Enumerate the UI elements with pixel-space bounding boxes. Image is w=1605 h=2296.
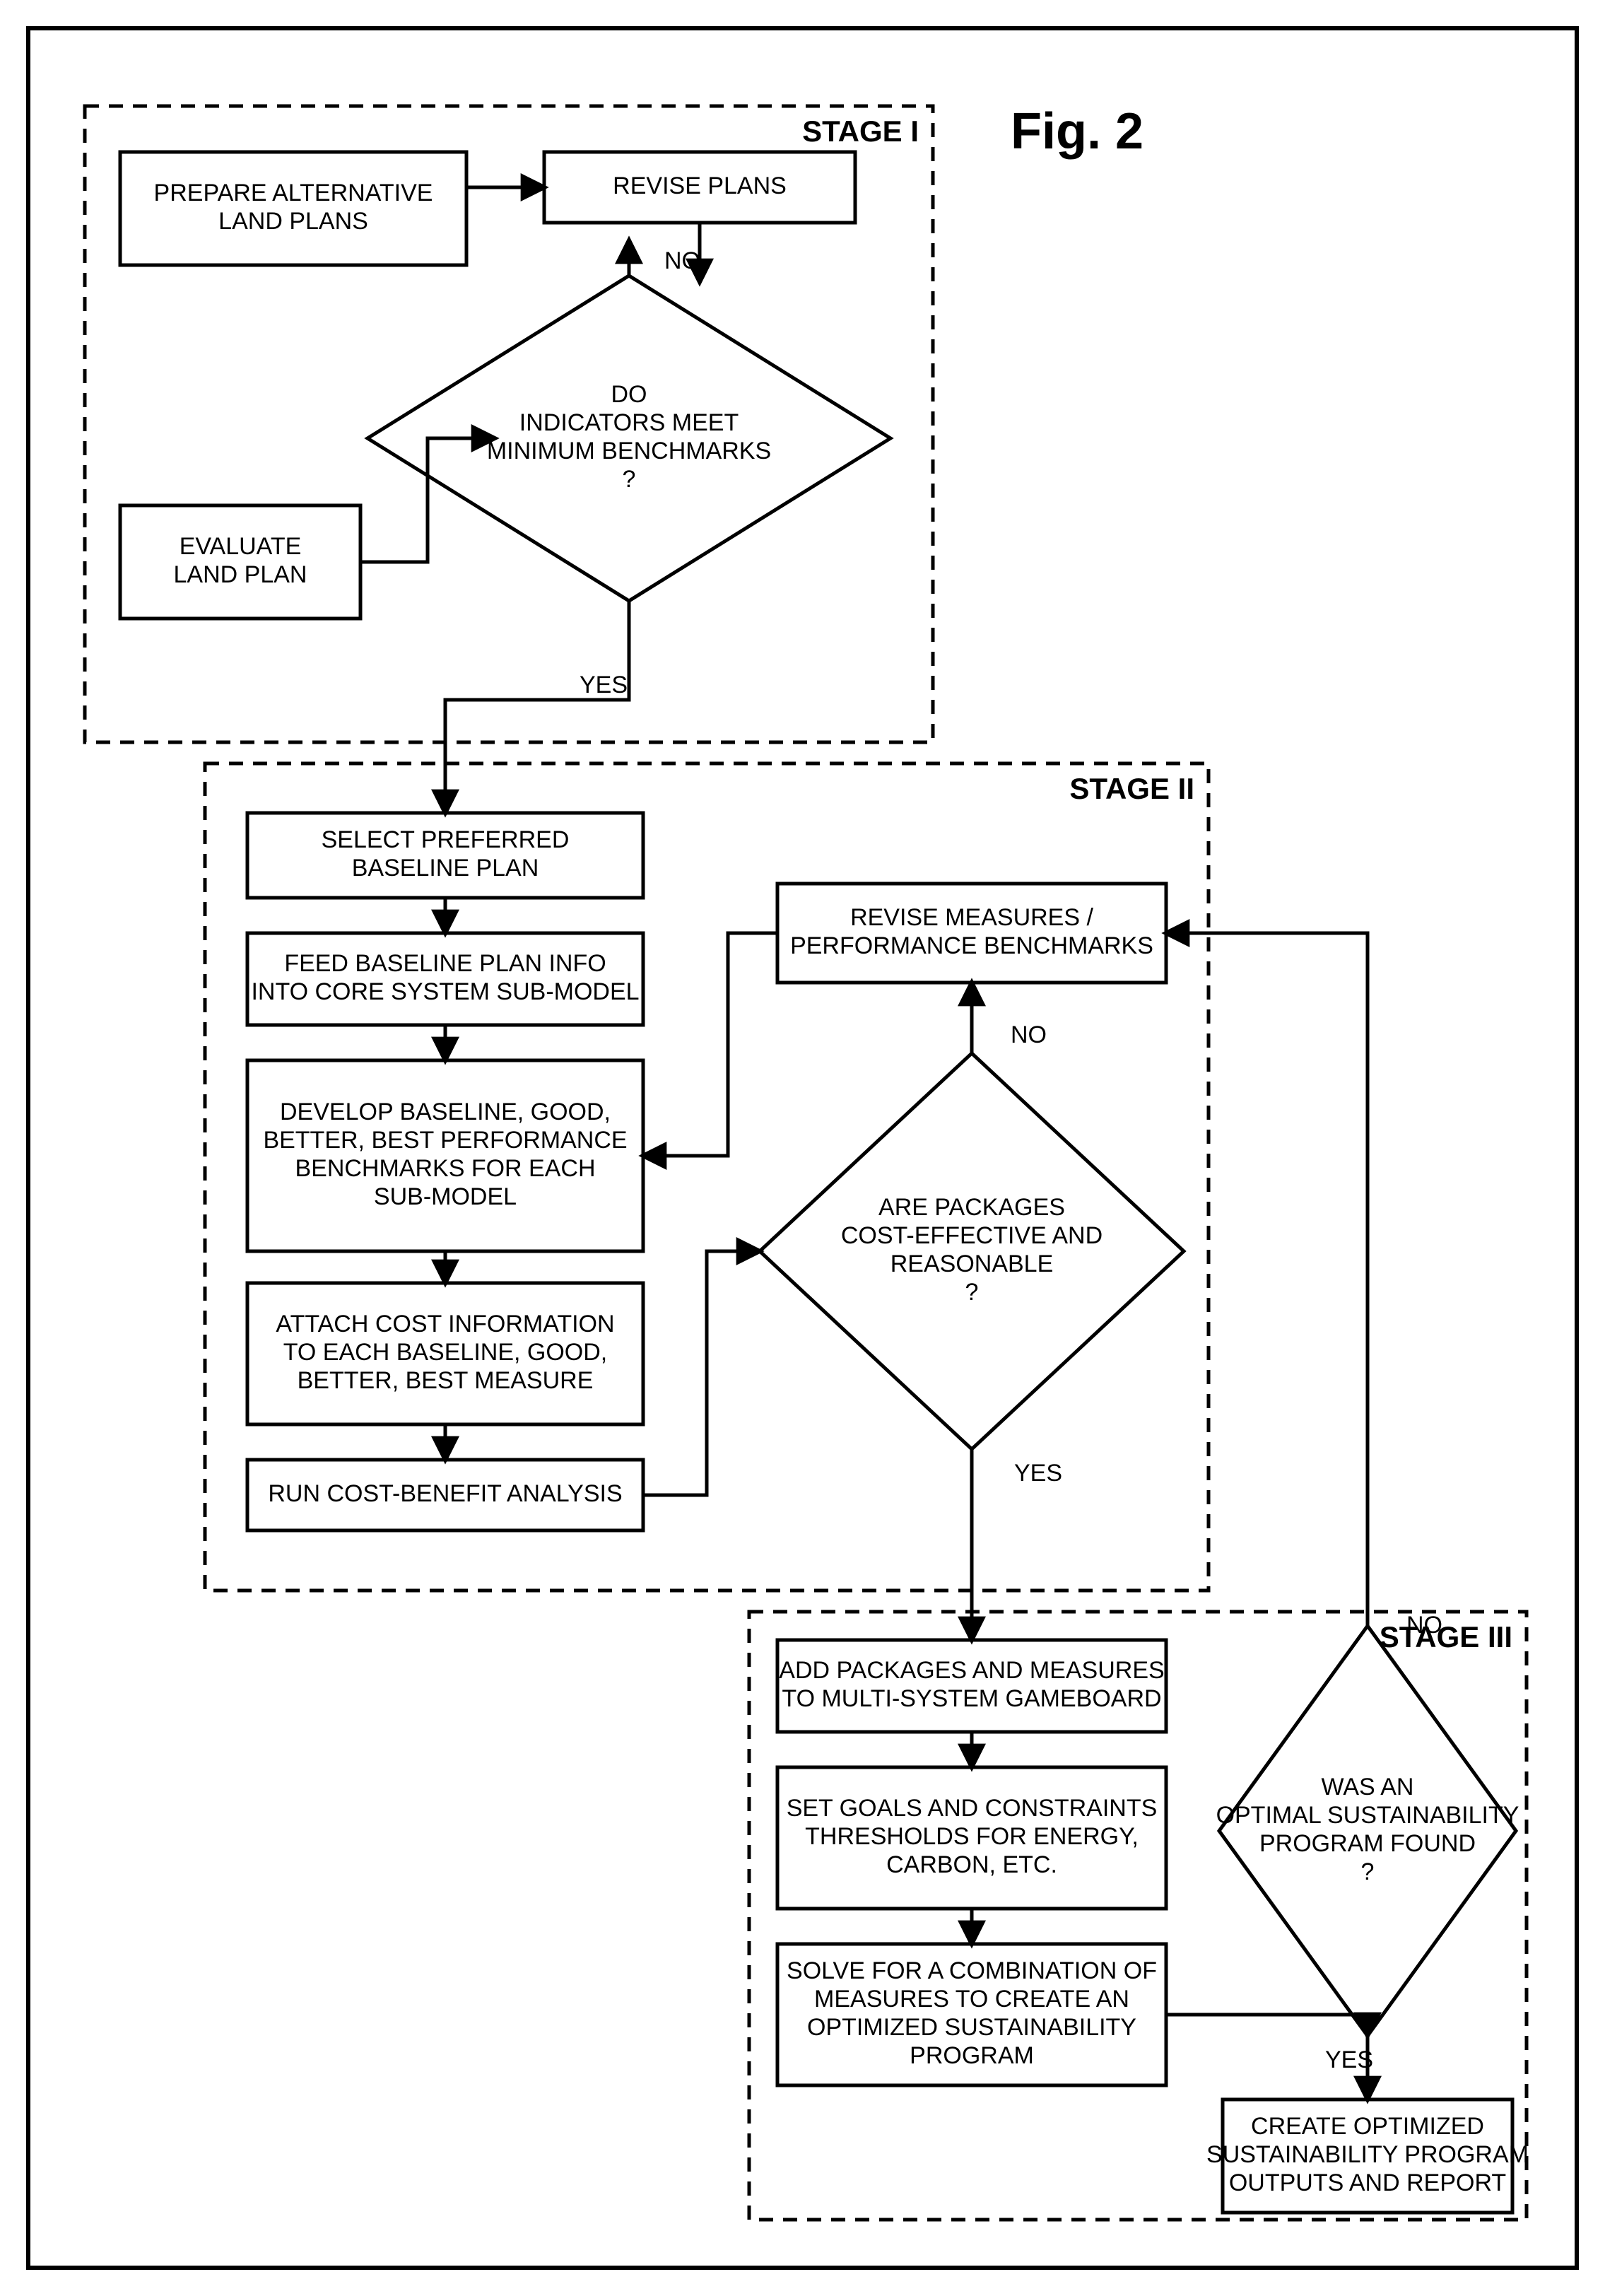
- figure-title: Fig. 2: [1011, 103, 1144, 160]
- edge-label-16: YES: [1325, 2046, 1373, 2073]
- edge-d_optimal-to-b_revmeas: [1166, 933, 1368, 1626]
- stage3-label: STAGE III: [1380, 1620, 1512, 1653]
- b_runcba-text: RUN COST-BENEFIT ANALYSIS: [268, 1480, 622, 1507]
- edge-b_solve-to-d_optimal: [1166, 2015, 1368, 2036]
- edge-label-10: NO: [1011, 1021, 1047, 1048]
- edge-d_indic-to-b_select: [445, 601, 629, 813]
- edge-label-12: YES: [1014, 1460, 1062, 1487]
- flowchart: Fig. 2STAGE ISTAGE IISTAGE IIIPREPARE AL…: [0, 0, 1605, 2296]
- stage1-label: STAGE I: [802, 115, 919, 148]
- b_report-text: CREATE OPTIMIZEDSUSTAINABILITY PROGRAMOU…: [1206, 2113, 1529, 2196]
- b_attach-text: ATTACH COST INFORMATIONTO EACH BASELINE,…: [276, 1311, 614, 1394]
- edge-label-3: NO: [664, 247, 700, 274]
- stage2-label: STAGE II: [1069, 772, 1194, 805]
- edge-label-17: NO: [1406, 1612, 1442, 1639]
- edge-b_revmeas-to-b_develop: [643, 933, 777, 1156]
- edge-label-4: YES: [580, 672, 628, 698]
- b_revise-text: REVISE PLANS: [613, 172, 787, 199]
- edge-b_runcba-to-d_pkg: [643, 1251, 760, 1495]
